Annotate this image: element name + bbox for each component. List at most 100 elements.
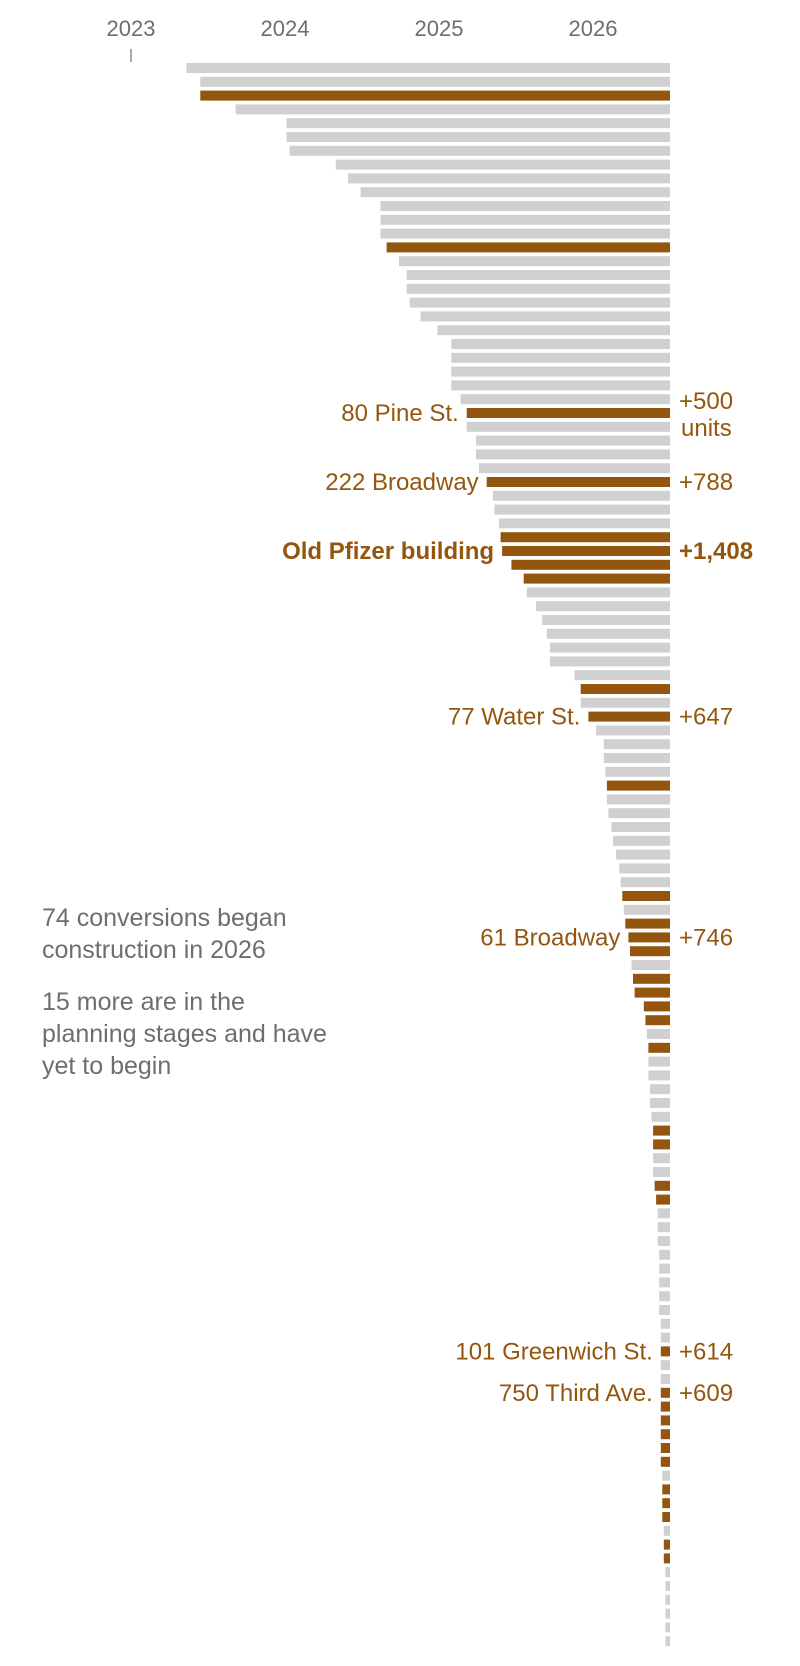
bar bbox=[653, 1153, 670, 1164]
highlight-bar bbox=[662, 1512, 670, 1522]
bar bbox=[406, 283, 670, 294]
highlight-bar bbox=[653, 1125, 670, 1136]
bar bbox=[289, 145, 670, 156]
bar bbox=[665, 1594, 670, 1605]
bar bbox=[348, 173, 670, 184]
bar bbox=[380, 201, 670, 211]
bar bbox=[542, 615, 670, 625]
bar bbox=[631, 960, 670, 970]
bar bbox=[651, 1111, 670, 1122]
bar-callout-name: 750 Third Ave. bbox=[499, 1380, 653, 1407]
bar bbox=[662, 1470, 670, 1481]
bar bbox=[657, 1208, 670, 1219]
bar bbox=[659, 1277, 670, 1288]
bar bbox=[605, 766, 670, 777]
highlight-bar bbox=[633, 973, 670, 984]
x-tick-label: 2025 bbox=[415, 16, 464, 41]
bar bbox=[650, 1084, 670, 1095]
highlight-bar bbox=[660, 1443, 670, 1453]
highlight-bar bbox=[663, 1539, 670, 1550]
bar-callout-units: +614 bbox=[679, 1338, 733, 1365]
bar-callout-name: Old Pfizer building bbox=[282, 538, 494, 565]
bar bbox=[613, 835, 670, 846]
bar bbox=[665, 1581, 670, 1591]
bar bbox=[660, 1318, 670, 1329]
bar bbox=[665, 1622, 670, 1633]
x-tick-label: 2024 bbox=[261, 16, 310, 41]
bar bbox=[665, 1567, 670, 1578]
bar bbox=[460, 394, 670, 405]
bar-callout-name: 101 Greenwich St. bbox=[455, 1338, 652, 1365]
highlight-bar bbox=[660, 1401, 670, 1412]
bar bbox=[186, 63, 670, 73]
bar bbox=[479, 463, 670, 474]
highlight-bar bbox=[660, 1429, 670, 1440]
bar bbox=[620, 877, 670, 888]
bar bbox=[476, 449, 670, 460]
highlight-bar bbox=[634, 987, 670, 998]
bar bbox=[492, 490, 670, 501]
bar bbox=[546, 628, 670, 639]
highlight-bar bbox=[662, 1484, 670, 1495]
highlight-bar bbox=[588, 711, 670, 722]
bar bbox=[380, 214, 670, 225]
bar bbox=[665, 1608, 670, 1619]
highlight-bar bbox=[654, 1180, 670, 1191]
note-conversions-began: 74 conversions began construction in 202… bbox=[42, 904, 287, 964]
bar bbox=[574, 670, 670, 681]
highlight-bar bbox=[662, 1498, 670, 1509]
bar-callout-units: +609 bbox=[679, 1380, 733, 1407]
highlight-bar bbox=[645, 1015, 670, 1026]
bar bbox=[648, 1070, 670, 1081]
bar-callout-units: +746 bbox=[679, 924, 733, 951]
highlight-bar bbox=[660, 1415, 670, 1426]
highlight-bar bbox=[511, 559, 670, 570]
bar bbox=[380, 228, 670, 239]
bar bbox=[335, 159, 670, 170]
bar bbox=[406, 270, 670, 280]
bar bbox=[659, 1249, 670, 1260]
bar bbox=[659, 1263, 670, 1274]
bar bbox=[648, 1056, 670, 1067]
bar bbox=[420, 311, 670, 322]
highlight-bar bbox=[606, 780, 670, 791]
bar bbox=[606, 794, 670, 805]
highlight-bar bbox=[502, 546, 670, 556]
bar bbox=[476, 435, 670, 446]
bar bbox=[549, 642, 670, 653]
bar bbox=[235, 104, 670, 115]
bar-callout-name: 77 Water St. bbox=[448, 704, 581, 731]
bar bbox=[200, 76, 671, 87]
note-planning-stages: 15 more are in the planning stages and h… bbox=[42, 988, 327, 1080]
bar bbox=[660, 1374, 670, 1384]
highlight-bar bbox=[200, 90, 671, 101]
highlight-bar bbox=[628, 932, 670, 943]
bar-callout-units: +500 bbox=[679, 388, 733, 415]
highlight-bar bbox=[523, 573, 670, 584]
highlight-bar bbox=[660, 1387, 670, 1398]
x-tick-label: 2026 bbox=[569, 16, 618, 41]
bar bbox=[451, 339, 670, 349]
bar bbox=[663, 1525, 670, 1536]
bar bbox=[616, 849, 670, 860]
bar bbox=[451, 366, 670, 377]
highlight-bar bbox=[486, 477, 670, 487]
bar bbox=[623, 904, 670, 915]
bar bbox=[409, 297, 670, 308]
highlight-bar bbox=[660, 1456, 670, 1467]
bar bbox=[451, 352, 670, 363]
highlight-bar bbox=[653, 1139, 670, 1150]
highlight-bar bbox=[580, 684, 670, 694]
bar bbox=[611, 822, 670, 832]
bar bbox=[596, 725, 670, 736]
highlight-bar bbox=[622, 891, 670, 901]
bar-callout-name: 61 Broadway bbox=[480, 924, 620, 951]
highlight-bar bbox=[663, 1553, 670, 1564]
bar bbox=[603, 753, 670, 763]
highlight-bar bbox=[656, 1194, 670, 1205]
x-tick-label: 2023 bbox=[107, 16, 156, 41]
highlight-bar bbox=[386, 242, 670, 253]
bar bbox=[659, 1291, 670, 1302]
bar bbox=[657, 1222, 670, 1233]
